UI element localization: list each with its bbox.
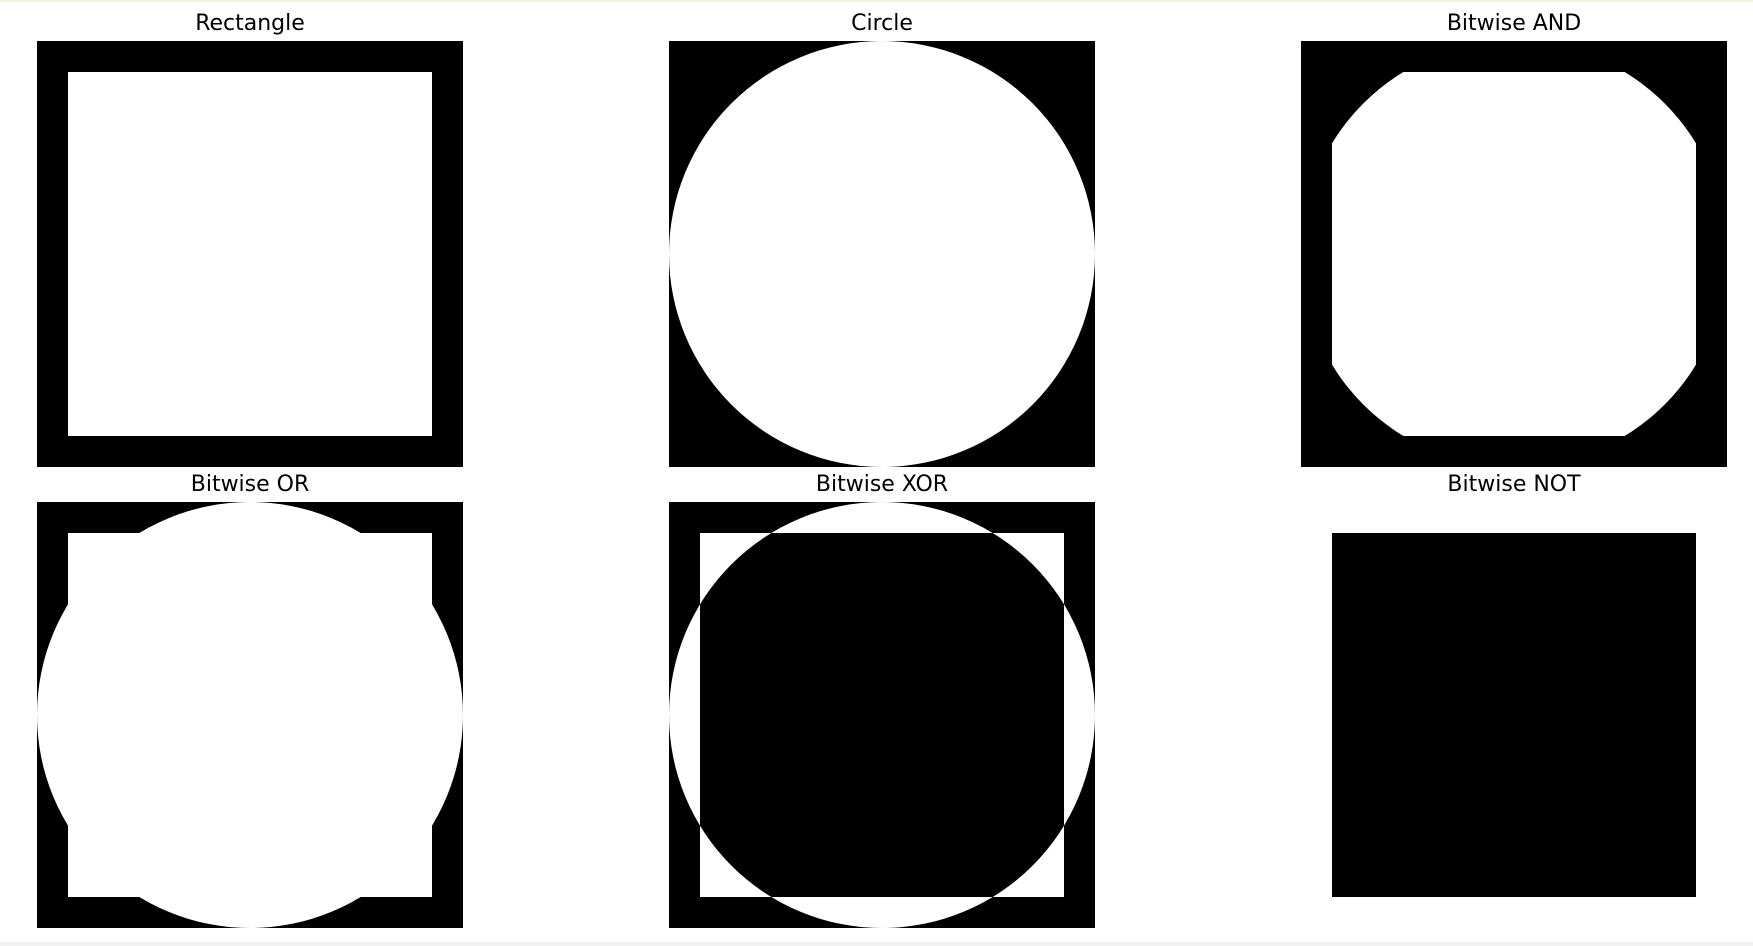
- panel-title-bitwise-and: Bitwise AND: [1446, 11, 1582, 36]
- inverted-rectangle: [1332, 533, 1696, 897]
- intersection-shape: [1332, 72, 1696, 436]
- bottom-border: [0, 942, 1753, 946]
- panel-image-bitwise-not: [1301, 502, 1727, 928]
- panel-image-bitwise-and: [1301, 41, 1727, 467]
- panel-image-bitwise-xor: [669, 502, 1095, 928]
- panel-title-bitwise-xor: Bitwise XOR: [815, 472, 949, 497]
- circle-shape: [669, 41, 1095, 467]
- top-border: [0, 0, 1753, 2]
- rectangle-shape: [68, 72, 432, 436]
- panel-title-circle: Circle: [851, 11, 913, 36]
- panel-image-bitwise-or: [37, 502, 463, 928]
- panel-image-circle: [669, 41, 1095, 467]
- panel-title-bitwise-or: Bitwise OR: [190, 472, 310, 497]
- panel-title-rectangle: Rectangle: [195, 11, 305, 36]
- intersection-cutout: [700, 533, 1064, 897]
- panel-image-rectangle: [37, 41, 463, 467]
- panel-title-bitwise-not: Bitwise NOT: [1447, 472, 1581, 497]
- circle-shape: [37, 502, 463, 928]
